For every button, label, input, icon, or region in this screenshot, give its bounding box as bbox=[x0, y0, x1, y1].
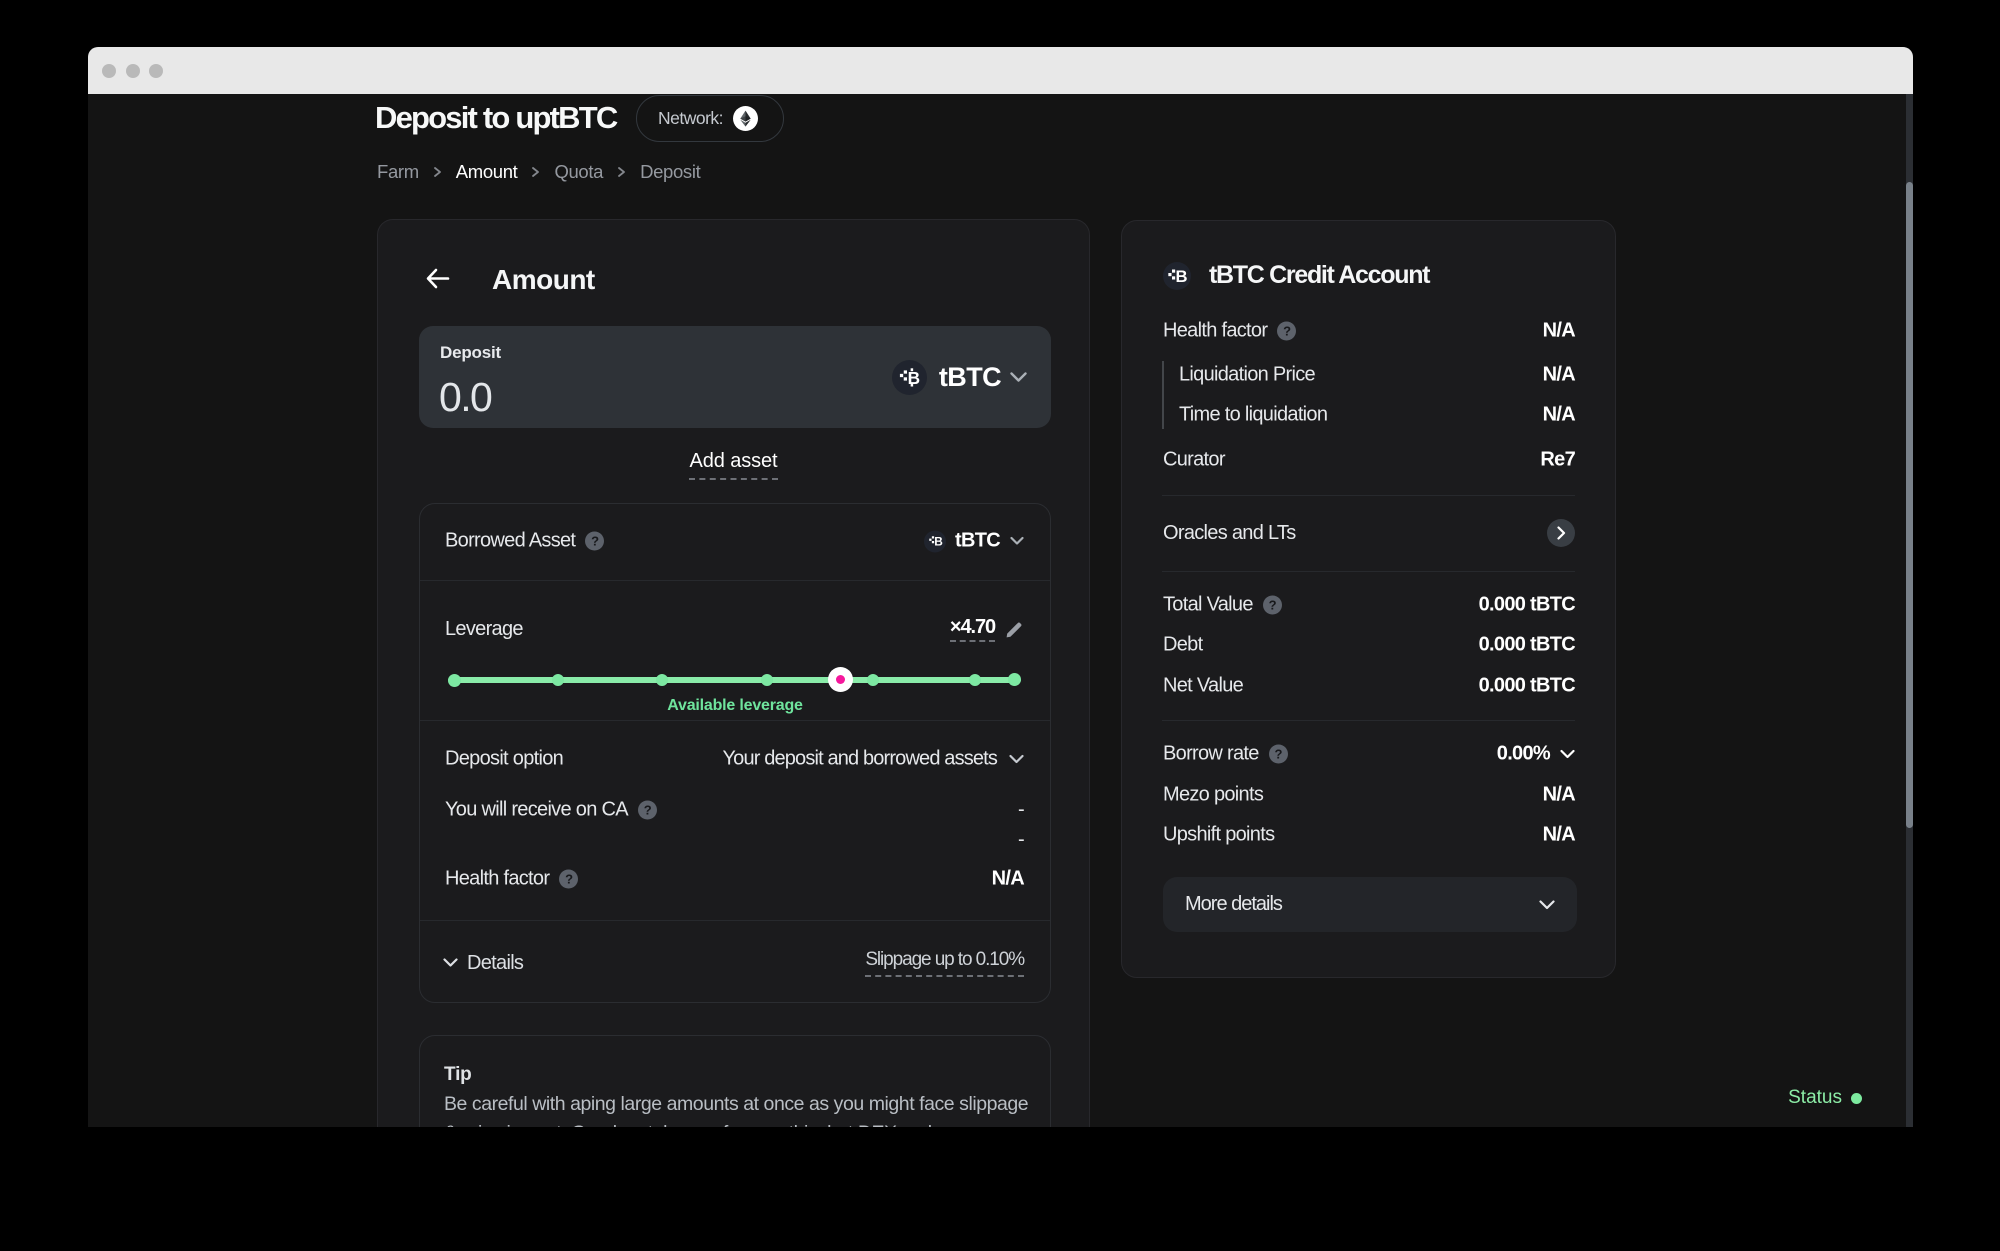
svg-text:B: B bbox=[1176, 267, 1188, 286]
svg-text:B: B bbox=[934, 534, 943, 548]
svg-text:B: B bbox=[907, 367, 919, 387]
